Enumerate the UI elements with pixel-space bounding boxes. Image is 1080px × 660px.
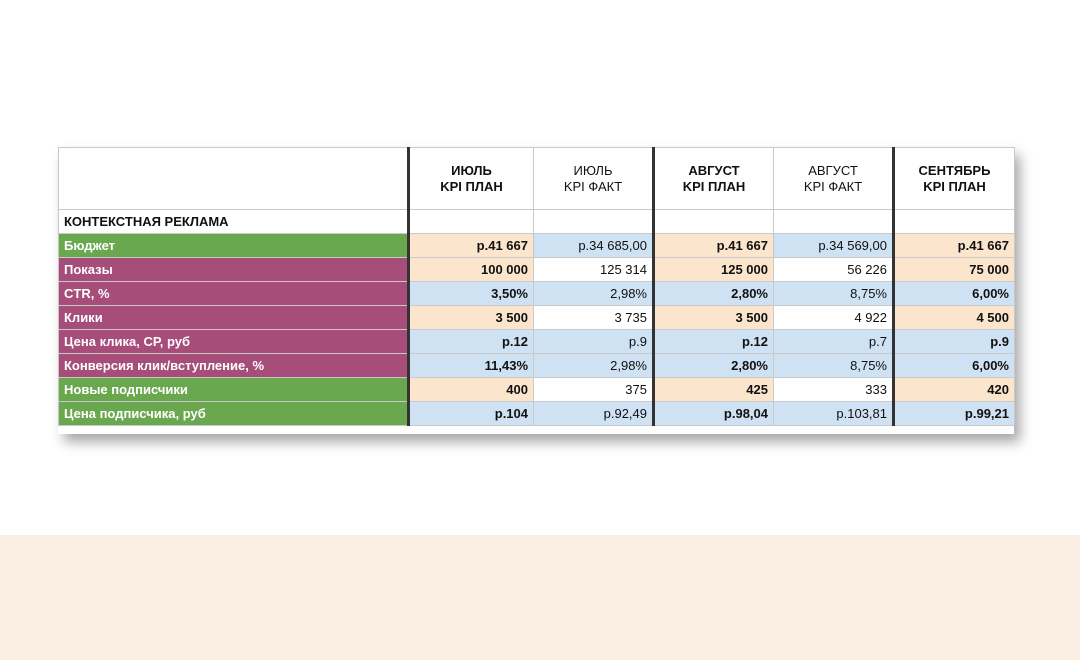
table-cell: р.103,81	[773, 401, 894, 426]
table-row: Новые подписчики 400 375 425 333 420	[58, 377, 1015, 402]
table-cell: 4 500	[892, 305, 1015, 330]
table-cell: р.98,04	[652, 401, 774, 426]
row-label: Цена клика, СР, руб	[58, 329, 409, 354]
table-cell	[533, 209, 654, 234]
header-july-plan: ИЮЛЬ KPI ПЛАН	[407, 147, 534, 210]
row-label: CTR, %	[58, 281, 409, 306]
table-cell: 425	[652, 377, 774, 402]
table-cell: 333	[773, 377, 894, 402]
header-august-fact: АВГУСТ KPI ФАКТ	[773, 147, 894, 210]
row-label: Клики	[58, 305, 409, 330]
table-cell: р.104	[407, 401, 534, 426]
header-august-plan: АВГУСТ KPI ПЛАН	[652, 147, 774, 210]
table-cell: 375	[533, 377, 654, 402]
table-cell	[652, 209, 774, 234]
row-label: Новые подписчики	[58, 377, 409, 402]
section-title: КОНТЕКСТНАЯ РЕКЛАМА	[58, 209, 409, 234]
header-empty-cell	[58, 147, 409, 210]
table-cell: 400	[407, 377, 534, 402]
table-cell	[892, 209, 1015, 234]
table-cell: р.34 569,00	[773, 233, 894, 258]
table-cell: 3 735	[533, 305, 654, 330]
table-cell: 8,75%	[773, 281, 894, 306]
row-label: Бюджет	[58, 233, 409, 258]
table-row: Конверсия клик/вступление, % 11,43% 2,98…	[58, 353, 1015, 378]
table-cell	[773, 209, 894, 234]
table-cell: 6,00%	[892, 281, 1015, 306]
header-september-plan: СЕНТЯБРЬ KPI ПЛАН	[892, 147, 1015, 210]
table-cell: 11,43%	[407, 353, 534, 378]
table-cell: 3,50%	[407, 281, 534, 306]
table-cell: р.12	[407, 329, 534, 354]
table-cell: 56 226	[773, 257, 894, 282]
table-cell: 100 000	[407, 257, 534, 282]
table-row: Показы 100 000 125 314 125 000 56 226 75…	[58, 257, 1015, 282]
row-label: Показы	[58, 257, 409, 282]
table-cell: р.92,49	[533, 401, 654, 426]
table-cell: р.41 667	[892, 233, 1015, 258]
table-row: Клики 3 500 3 735 3 500 4 922 4 500	[58, 305, 1015, 330]
table-cell: р.41 667	[652, 233, 774, 258]
table-cell: 3 500	[407, 305, 534, 330]
table-cell: 75 000	[892, 257, 1015, 282]
table-cell: 4 922	[773, 305, 894, 330]
table-row: Цена подписчика, руб р.104 р.92,49 р.98,…	[58, 401, 1015, 426]
table-row: Бюджет р.41 667 р.34 685,00 р.41 667 р.3…	[58, 233, 1015, 258]
table-cell: 2,98%	[533, 281, 654, 306]
kpi-table-container: ИЮЛЬ KPI ПЛАН ИЮЛЬ KPI ФАКТ АВГУСТ KPI ПЛАН…	[58, 147, 1015, 434]
header-row: ИЮЛЬ KPI ПЛАН ИЮЛЬ KPI ФАКТ АВГУСТ KPI ПЛАН…	[58, 147, 1015, 210]
table-cell: 2,98%	[533, 353, 654, 378]
table-cell: р.34 685,00	[533, 233, 654, 258]
table-cell: 8,75%	[773, 353, 894, 378]
table-cell	[407, 209, 534, 234]
kpi-table: ИЮЛЬ KPI ПЛАН ИЮЛЬ KPI ФАКТ АВГУСТ KPI ПЛАН…	[58, 147, 1015, 426]
table-cell: р.99,21	[892, 401, 1015, 426]
section-row: КОНТЕКСТНАЯ РЕКЛАМА	[58, 209, 1015, 234]
table-cell: 2,80%	[652, 281, 774, 306]
row-label: Конверсия клик/вступление, %	[58, 353, 409, 378]
table-cell: 420	[892, 377, 1015, 402]
table-row: Цена клика, СР, руб р.12 р.9 р.12 р.7 р.…	[58, 329, 1015, 354]
table-cell: 125 000	[652, 257, 774, 282]
table-cell: р.9	[533, 329, 654, 354]
table-cell: р.12	[652, 329, 774, 354]
table-cell: 125 314	[533, 257, 654, 282]
table-cell: р.7	[773, 329, 894, 354]
table-cell: р.41 667	[407, 233, 534, 258]
table-cell: 3 500	[652, 305, 774, 330]
table-cell: 6,00%	[892, 353, 1015, 378]
row-label: Цена подписчика, руб	[58, 401, 409, 426]
table-cell: 2,80%	[652, 353, 774, 378]
table-row: CTR, % 3,50% 2,98% 2,80% 8,75% 6,00%	[58, 281, 1015, 306]
table-cell: р.9	[892, 329, 1015, 354]
header-july-fact: ИЮЛЬ KPI ФАКТ	[533, 147, 654, 210]
bottom-background-band	[0, 535, 1080, 660]
